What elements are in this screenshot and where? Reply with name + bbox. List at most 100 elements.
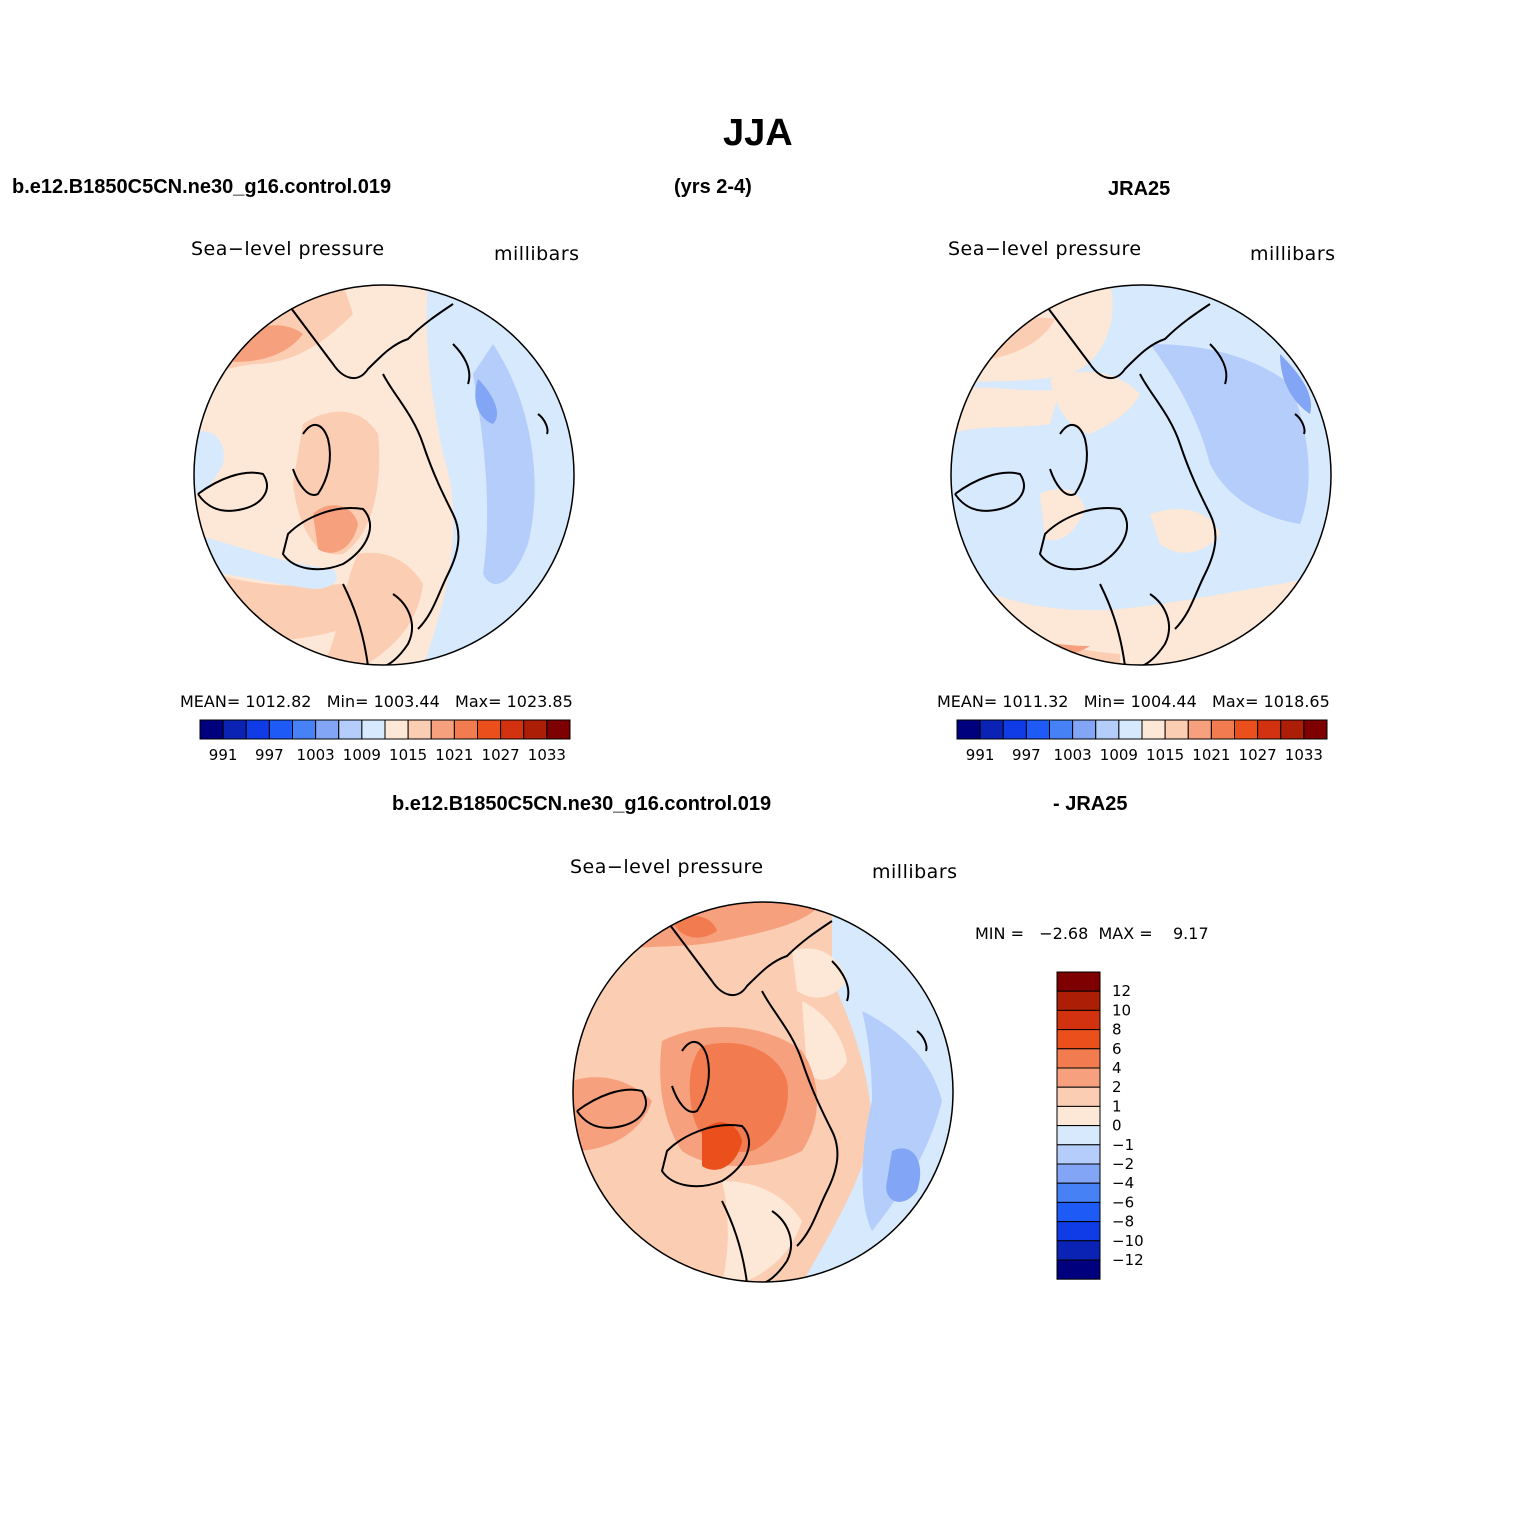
colorbar-box [1210, 719, 1235, 740]
obs-name: JRA25 [1108, 178, 1171, 200]
diff-stats: MIN = −2.68 MAX = 9.17 [975, 924, 1209, 943]
colorbar-tick-label: 1 [1112, 1097, 1122, 1115]
colorbar-box [1056, 1029, 1101, 1050]
colorbar-box [1056, 1009, 1101, 1031]
diff-obs-name: - JRA25 [1053, 793, 1128, 815]
colorbar-box [1056, 1221, 1101, 1242]
colorbar-box [1072, 719, 1097, 740]
colorbar-box [1056, 1105, 1101, 1127]
colorbar-tick-label: 0 [1112, 1117, 1122, 1135]
colorbar-tick-label: 991 [966, 746, 995, 764]
colorbar-box [979, 719, 1004, 740]
colorbar-box [1118, 719, 1143, 740]
colorbar-box [338, 719, 363, 740]
colorbar-box [1056, 1086, 1101, 1107]
colorbar-box [453, 719, 478, 740]
colorbar-box [1056, 1144, 1101, 1165]
obs-stats: MEAN= 1011.32 Min= 1004.44 Max= 1018.65 [937, 692, 1330, 711]
colorbar-box [1056, 971, 1101, 992]
colorbar-tick-label: 1015 [389, 746, 427, 764]
colorbar-tick-label: 8 [1112, 1021, 1122, 1039]
model-variable-label: Sea−level pressure [191, 238, 385, 260]
colorbar-box [222, 719, 247, 740]
case-name: b.e12.B1850C5CN.ne30_g16.control.019 [12, 176, 392, 198]
colorbar-tick-label: −2 [1112, 1155, 1134, 1173]
colorbar-tick-label: −8 [1112, 1213, 1134, 1231]
colorbar-tick-label: 1021 [435, 746, 473, 764]
colorbar-box [1056, 1182, 1101, 1203]
model-units-label: millibars [494, 243, 580, 265]
diff-case-name: b.e12.B1850C5CN.ne30_g16.control.019 [392, 793, 772, 815]
obs-colorbar: 991 997 1003 1009 1015 1021 1027 1033 [956, 719, 1328, 764]
colorbar-box [1056, 1125, 1101, 1146]
colorbar-tick-label: −1 [1112, 1136, 1134, 1154]
colorbar-box [1280, 719, 1305, 740]
colorbar-tick-label: 1003 [297, 746, 335, 764]
obs-variable-label: Sea−level pressure [948, 238, 1142, 260]
colorbar-tick-label: −10 [1112, 1232, 1144, 1250]
obs-polar-map [950, 284, 1332, 666]
colorbar-box [1164, 719, 1189, 740]
colorbar-tick-label: 4 [1112, 1059, 1122, 1077]
colorbar-box [1002, 719, 1027, 740]
colorbar-box [546, 719, 571, 740]
colorbar-tick-label: 12 [1112, 982, 1131, 1000]
colorbar-box [1056, 990, 1101, 1011]
colorbar-box [956, 719, 981, 740]
colorbar-box [1187, 719, 1212, 740]
colorbar-tick-label: 1033 [1285, 746, 1323, 764]
colorbar-tick-label: 1033 [528, 746, 566, 764]
figure-title: JJA [723, 112, 793, 154]
colorbar-tick-label: 1027 [1239, 746, 1277, 764]
colorbar-box [477, 719, 502, 740]
colorbar-tick-label: 1015 [1146, 746, 1184, 764]
colorbar-tick-label: 6 [1112, 1040, 1122, 1058]
colorbar-box [1056, 1259, 1101, 1280]
colorbar-box [1056, 1048, 1101, 1069]
model-stats: MEAN= 1012.82 Min= 1003.44 Max= 1023.85 [180, 692, 573, 711]
diff-variable-label: Sea−level pressure [570, 856, 764, 878]
colorbar-tick-label: 997 [255, 746, 284, 764]
colorbar-tick-label: 1003 [1054, 746, 1092, 764]
colorbar-box [1056, 1201, 1101, 1223]
colorbar-tick-label: 991 [209, 746, 238, 764]
diff-units-label: millibars [872, 861, 958, 883]
colorbar-box [1303, 719, 1328, 740]
colorbar-tick-label: 1027 [482, 746, 520, 764]
colorbar-box [1056, 1240, 1101, 1261]
colorbar-box [292, 719, 317, 740]
colorbar-box [407, 719, 432, 740]
colorbar-box [1056, 1163, 1101, 1184]
colorbar-box [1141, 719, 1166, 740]
model-colorbar: 991 997 1003 1009 1015 1021 1027 1033 [199, 719, 571, 764]
colorbar-box [1049, 719, 1074, 740]
colorbar-tick-label: 10 [1112, 1001, 1131, 1019]
colorbar-box [315, 719, 340, 740]
colorbar-box [1234, 719, 1259, 740]
colorbar-box [199, 719, 224, 740]
colorbar-box [500, 719, 525, 740]
diff-polar-map [572, 901, 954, 1283]
colorbar-box [1095, 719, 1120, 740]
years-label: (yrs 2-4) [674, 176, 752, 198]
colorbar-tick-label: 997 [1012, 746, 1041, 764]
colorbar-box [430, 719, 455, 740]
model-polar-map [193, 284, 575, 666]
obs-units-label: millibars [1250, 243, 1336, 265]
colorbar-box [523, 719, 548, 740]
colorbar-tick-label: −6 [1112, 1193, 1134, 1211]
colorbar-tick-label: 1009 [343, 746, 381, 764]
colorbar-box [1056, 1067, 1101, 1088]
colorbar-box [1025, 719, 1050, 740]
colorbar-tick-label: 1021 [1192, 746, 1230, 764]
colorbar-tick-label: 1009 [1100, 746, 1138, 764]
colorbar-box [1257, 719, 1282, 740]
colorbar-box [361, 719, 386, 740]
colorbar-box [245, 719, 270, 740]
colorbar-tick-label: −12 [1112, 1251, 1144, 1269]
colorbar-tick-label: −4 [1112, 1174, 1134, 1192]
colorbar-box [384, 719, 409, 740]
colorbar-box [268, 719, 293, 740]
colorbar-tick-label: 2 [1112, 1078, 1122, 1096]
